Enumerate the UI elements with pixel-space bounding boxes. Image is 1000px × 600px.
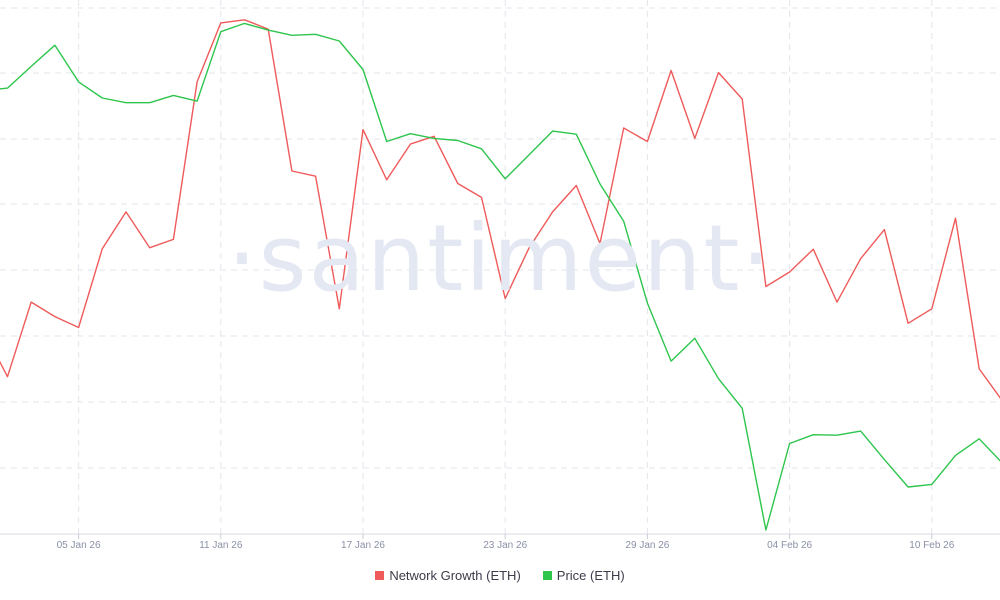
x-tick-label: 11 Jan 26 — [199, 540, 243, 550]
network-growth-swatch-icon — [375, 571, 385, 580]
legend-label-price: Price (ETH) — [556, 568, 625, 583]
x-tick-label: 05 Jan 26 — [57, 540, 101, 550]
network-growth-line[interactable] — [0, 19, 1000, 402]
price-line[interactable] — [0, 22, 1000, 531]
gridlines — [0, 0, 1000, 534]
legend-item-price[interactable]: Price (ETH) — [542, 568, 625, 583]
x-tick-label: 23 Jan 26 — [483, 540, 527, 550]
x-axis: 05 Jan 26 11 Jan 26 17 Jan 26 23 Jan 26 29 J… — [0, 533, 1000, 550]
price-swatch-icon — [542, 571, 552, 580]
x-tick-label: 29 Jan 26 — [625, 540, 669, 550]
x-tick-label: 10 Feb 26 — [909, 540, 954, 550]
x-tick-label: 04 Feb 26 — [767, 540, 812, 550]
legend-item-network-growth[interactable]: Network Growth (ETH) — [375, 568, 521, 583]
legend-label-network-growth: Network Growth (ETH) — [389, 568, 521, 583]
chart-legend: Network Growth (ETH) Price (ETH) — [0, 568, 1000, 583]
line-chart: 05 Jan 26 11 Jan 26 17 Jan 26 23 Jan 26 29 J… — [0, 0, 1000, 550]
x-tick-label: 17 Jan 26 — [341, 540, 385, 550]
series-lines — [0, 19, 1000, 531]
